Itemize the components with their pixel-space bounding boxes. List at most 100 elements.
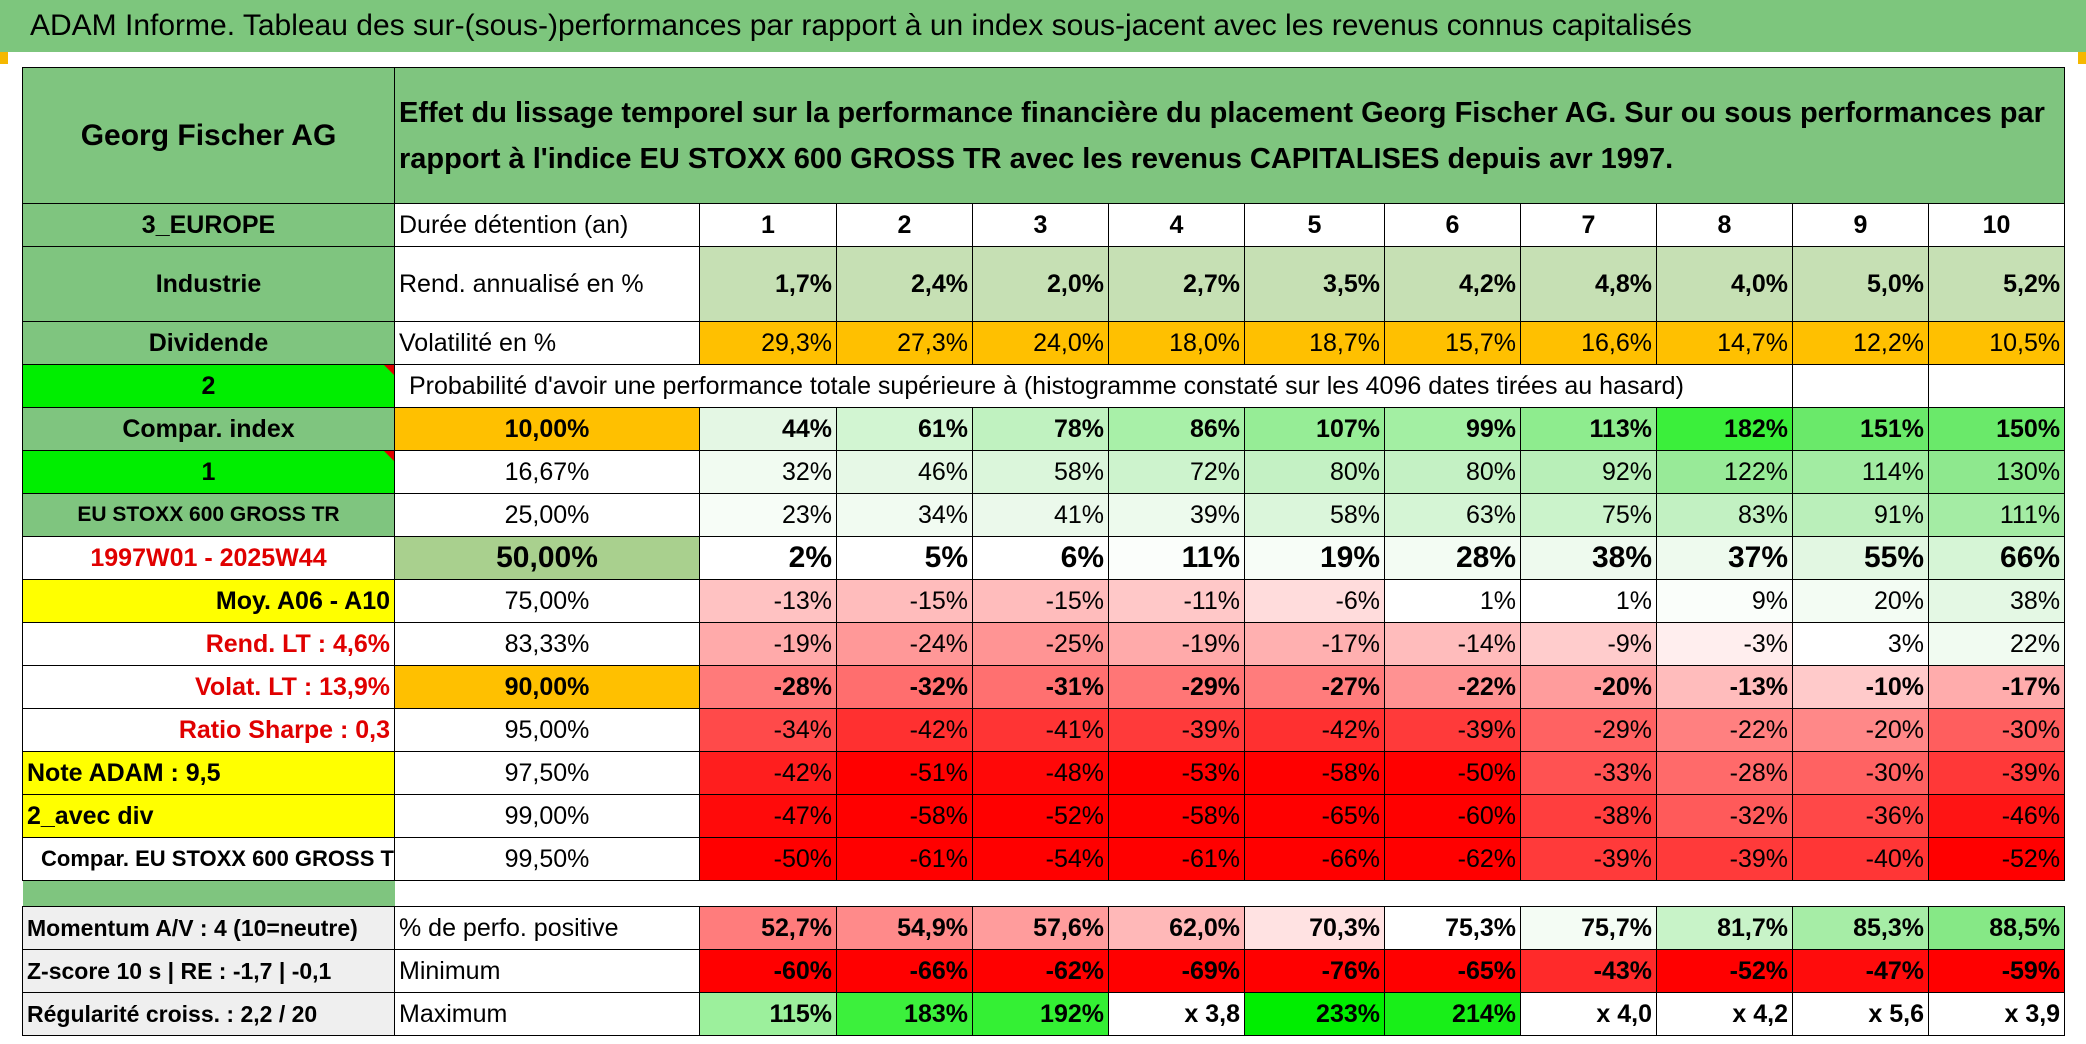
year-header: 4 [1108,203,1245,247]
prob-value: 61% [836,407,973,451]
prob-value: -27% [1244,665,1385,709]
prob-row: Compar. index 10,00% 44% 61% 78% 86% 107% 99% 11… [22,407,2066,451]
prob-value: -66% [1244,837,1385,881]
prob-value: -10% [1792,665,1929,709]
volat-value: 18,0% [1108,321,1245,365]
sector-label: Industrie [22,246,395,322]
max-label: Maximum [394,992,700,1036]
pos-value: 62,0% [1108,906,1245,950]
prob-value: -22% [1656,708,1793,752]
prob-value: 107% [1244,407,1385,451]
prob-value: 80% [1244,450,1385,494]
prob-value: -41% [972,708,1109,752]
report-banner: ADAM Informe. Tableau des sur-(sous-)per… [0,0,2086,52]
rend-row: Industrie Rend. annualisé en % 1,7% 2,4% 2… [22,246,2066,322]
volat-value: 14,7% [1656,321,1793,365]
header-row: Georg Fischer AG Effet du lissage tempor… [22,67,2066,204]
prob-value: 122% [1656,450,1793,494]
prob-value: -28% [1656,751,1793,795]
prob-value: -42% [836,708,973,752]
prob-value: 130% [1927,450,2066,494]
prob-value: -6% [1244,579,1385,623]
pos-value: 85,3% [1792,906,1929,950]
prob-value: -58% [836,794,973,838]
rend-value: 2,0% [972,246,1109,322]
prob-value: -40% [1792,837,1929,881]
prob-value: -48% [972,751,1109,795]
pos-value: 75,7% [1520,906,1657,950]
stats-row: Régularité croiss. : 2,2 / 20 Maximum 115%… [22,992,2066,1036]
rend-value: 4,8% [1520,246,1657,322]
duree-label: Durée détention (an) [394,203,700,247]
prob-value: -54% [972,837,1109,881]
rend-value: 5,0% [1792,246,1929,322]
prob-value: 32% [699,450,837,494]
prob-value: 72% [1108,450,1245,494]
zscore-label: Z-score 10 s | RE : -1,7 | -0,1 [22,949,395,993]
max-value: 192% [972,992,1109,1036]
prob-value: 2% [699,536,837,580]
prob-value: -33% [1520,751,1657,795]
rend-value: 4,2% [1384,246,1521,322]
index-label: EU STOXX 600 GROSS TR [22,493,395,537]
prob-value: -58% [1244,751,1385,795]
prob-value: 46% [836,450,973,494]
prob-value: -24% [836,622,973,666]
prob-value: 44% [699,407,837,451]
pos-value: 70,3% [1244,906,1385,950]
prob-value: 150% [1927,407,2066,451]
prob-percent: 50,00% [394,536,700,580]
pos-value: 52,7% [699,906,837,950]
volat-value: 24,0% [972,321,1109,365]
volat-value: 15,7% [1384,321,1521,365]
year-header: 10 [1927,203,2066,247]
prob-percent: 90,00% [394,665,700,709]
prob-value: 75% [1520,493,1657,537]
prob-row: 2_avec div 99,00% -47% -58% -52% -58% -65% -60%… [22,794,2066,838]
prob-value: 151% [1792,407,1929,451]
prob-value: 91% [1792,493,1929,537]
sharpe-label: Ratio Sharpe : 0,3 [22,708,395,752]
prob-value: -28% [699,665,837,709]
rend-value: 3,5% [1244,246,1385,322]
selector-1[interactable]: 1 [22,450,395,494]
year-header: 9 [1792,203,1929,247]
prob-value: 92% [1520,450,1657,494]
rend-value: 1,7% [699,246,837,322]
pos-value: 57,6% [972,906,1109,950]
year-header: 6 [1384,203,1521,247]
max-value: 214% [1384,992,1521,1036]
corner-marker [2078,52,2086,64]
prob-value: -42% [699,751,837,795]
prob-value: -58% [1108,794,1245,838]
prob-value: 58% [972,450,1109,494]
prob-value: -62% [1384,837,1521,881]
prob-value: -30% [1927,708,2066,752]
prob-row: Compar. EU STOXX 600 GROSS TR 99,50% -50% -… [22,837,2066,881]
min-value: -59% [1927,949,2066,993]
min-value: -65% [1384,949,1521,993]
prob-value: -52% [1927,837,2066,881]
year-header: 1 [699,203,837,247]
pos-label: % de perfo. positive [394,906,700,950]
max-value: 233% [1244,992,1385,1036]
prob-value: 86% [1108,407,1245,451]
momentum-label: Momentum A/V : 4 (10=neutre) [22,906,395,950]
prob-value: -22% [1384,665,1521,709]
prob-value: 38% [1520,536,1657,580]
spacer-cell [394,880,2065,907]
prob-value: 37% [1656,536,1793,580]
prob-percent: 16,67% [394,450,700,494]
min-value: -60% [699,949,837,993]
selector-2[interactable]: 2 [22,364,395,408]
prob-value: -53% [1108,751,1245,795]
prob-percent: 83,33% [394,622,700,666]
prob-value: 19% [1244,536,1385,580]
prob-value: -47% [699,794,837,838]
prob-row: Moy. A06 - A10 75,00% -13% -15% -15% -11% -6% 1… [22,579,2066,623]
max-value: 115% [699,992,837,1036]
prob-value: -39% [1108,708,1245,752]
volat-value: 18,7% [1244,321,1385,365]
max-value: x 5,6 [1792,992,1929,1036]
